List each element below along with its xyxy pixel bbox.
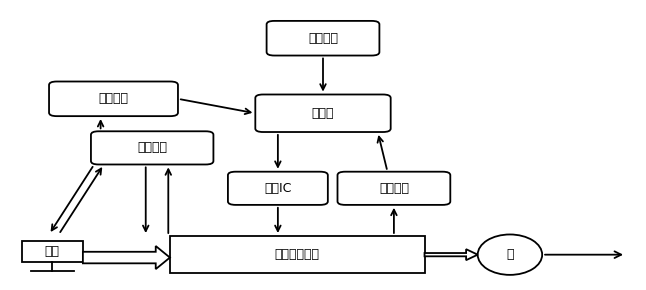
Polygon shape [424, 249, 477, 260]
FancyBboxPatch shape [337, 172, 450, 205]
Text: 过零检测: 过零检测 [98, 92, 129, 105]
FancyBboxPatch shape [49, 81, 178, 116]
Text: 射频模块: 射频模块 [308, 32, 338, 45]
Text: 单片机: 单片机 [312, 107, 334, 120]
Text: 灯: 灯 [506, 248, 514, 261]
Bar [170, 236, 424, 273]
Ellipse shape [477, 235, 542, 275]
Text: 火线: 火线 [45, 245, 60, 258]
FancyBboxPatch shape [255, 95, 391, 132]
FancyBboxPatch shape [91, 131, 213, 164]
Text: 取样电路: 取样电路 [379, 182, 409, 195]
Text: 供电模块: 供电模块 [137, 142, 167, 154]
FancyBboxPatch shape [228, 172, 328, 205]
FancyBboxPatch shape [267, 21, 379, 55]
Text: 相控调光电路: 相控调光电路 [275, 248, 320, 261]
Polygon shape [83, 246, 170, 269]
Bar [22, 241, 83, 262]
Text: 驱动IC: 驱动IC [264, 182, 291, 195]
